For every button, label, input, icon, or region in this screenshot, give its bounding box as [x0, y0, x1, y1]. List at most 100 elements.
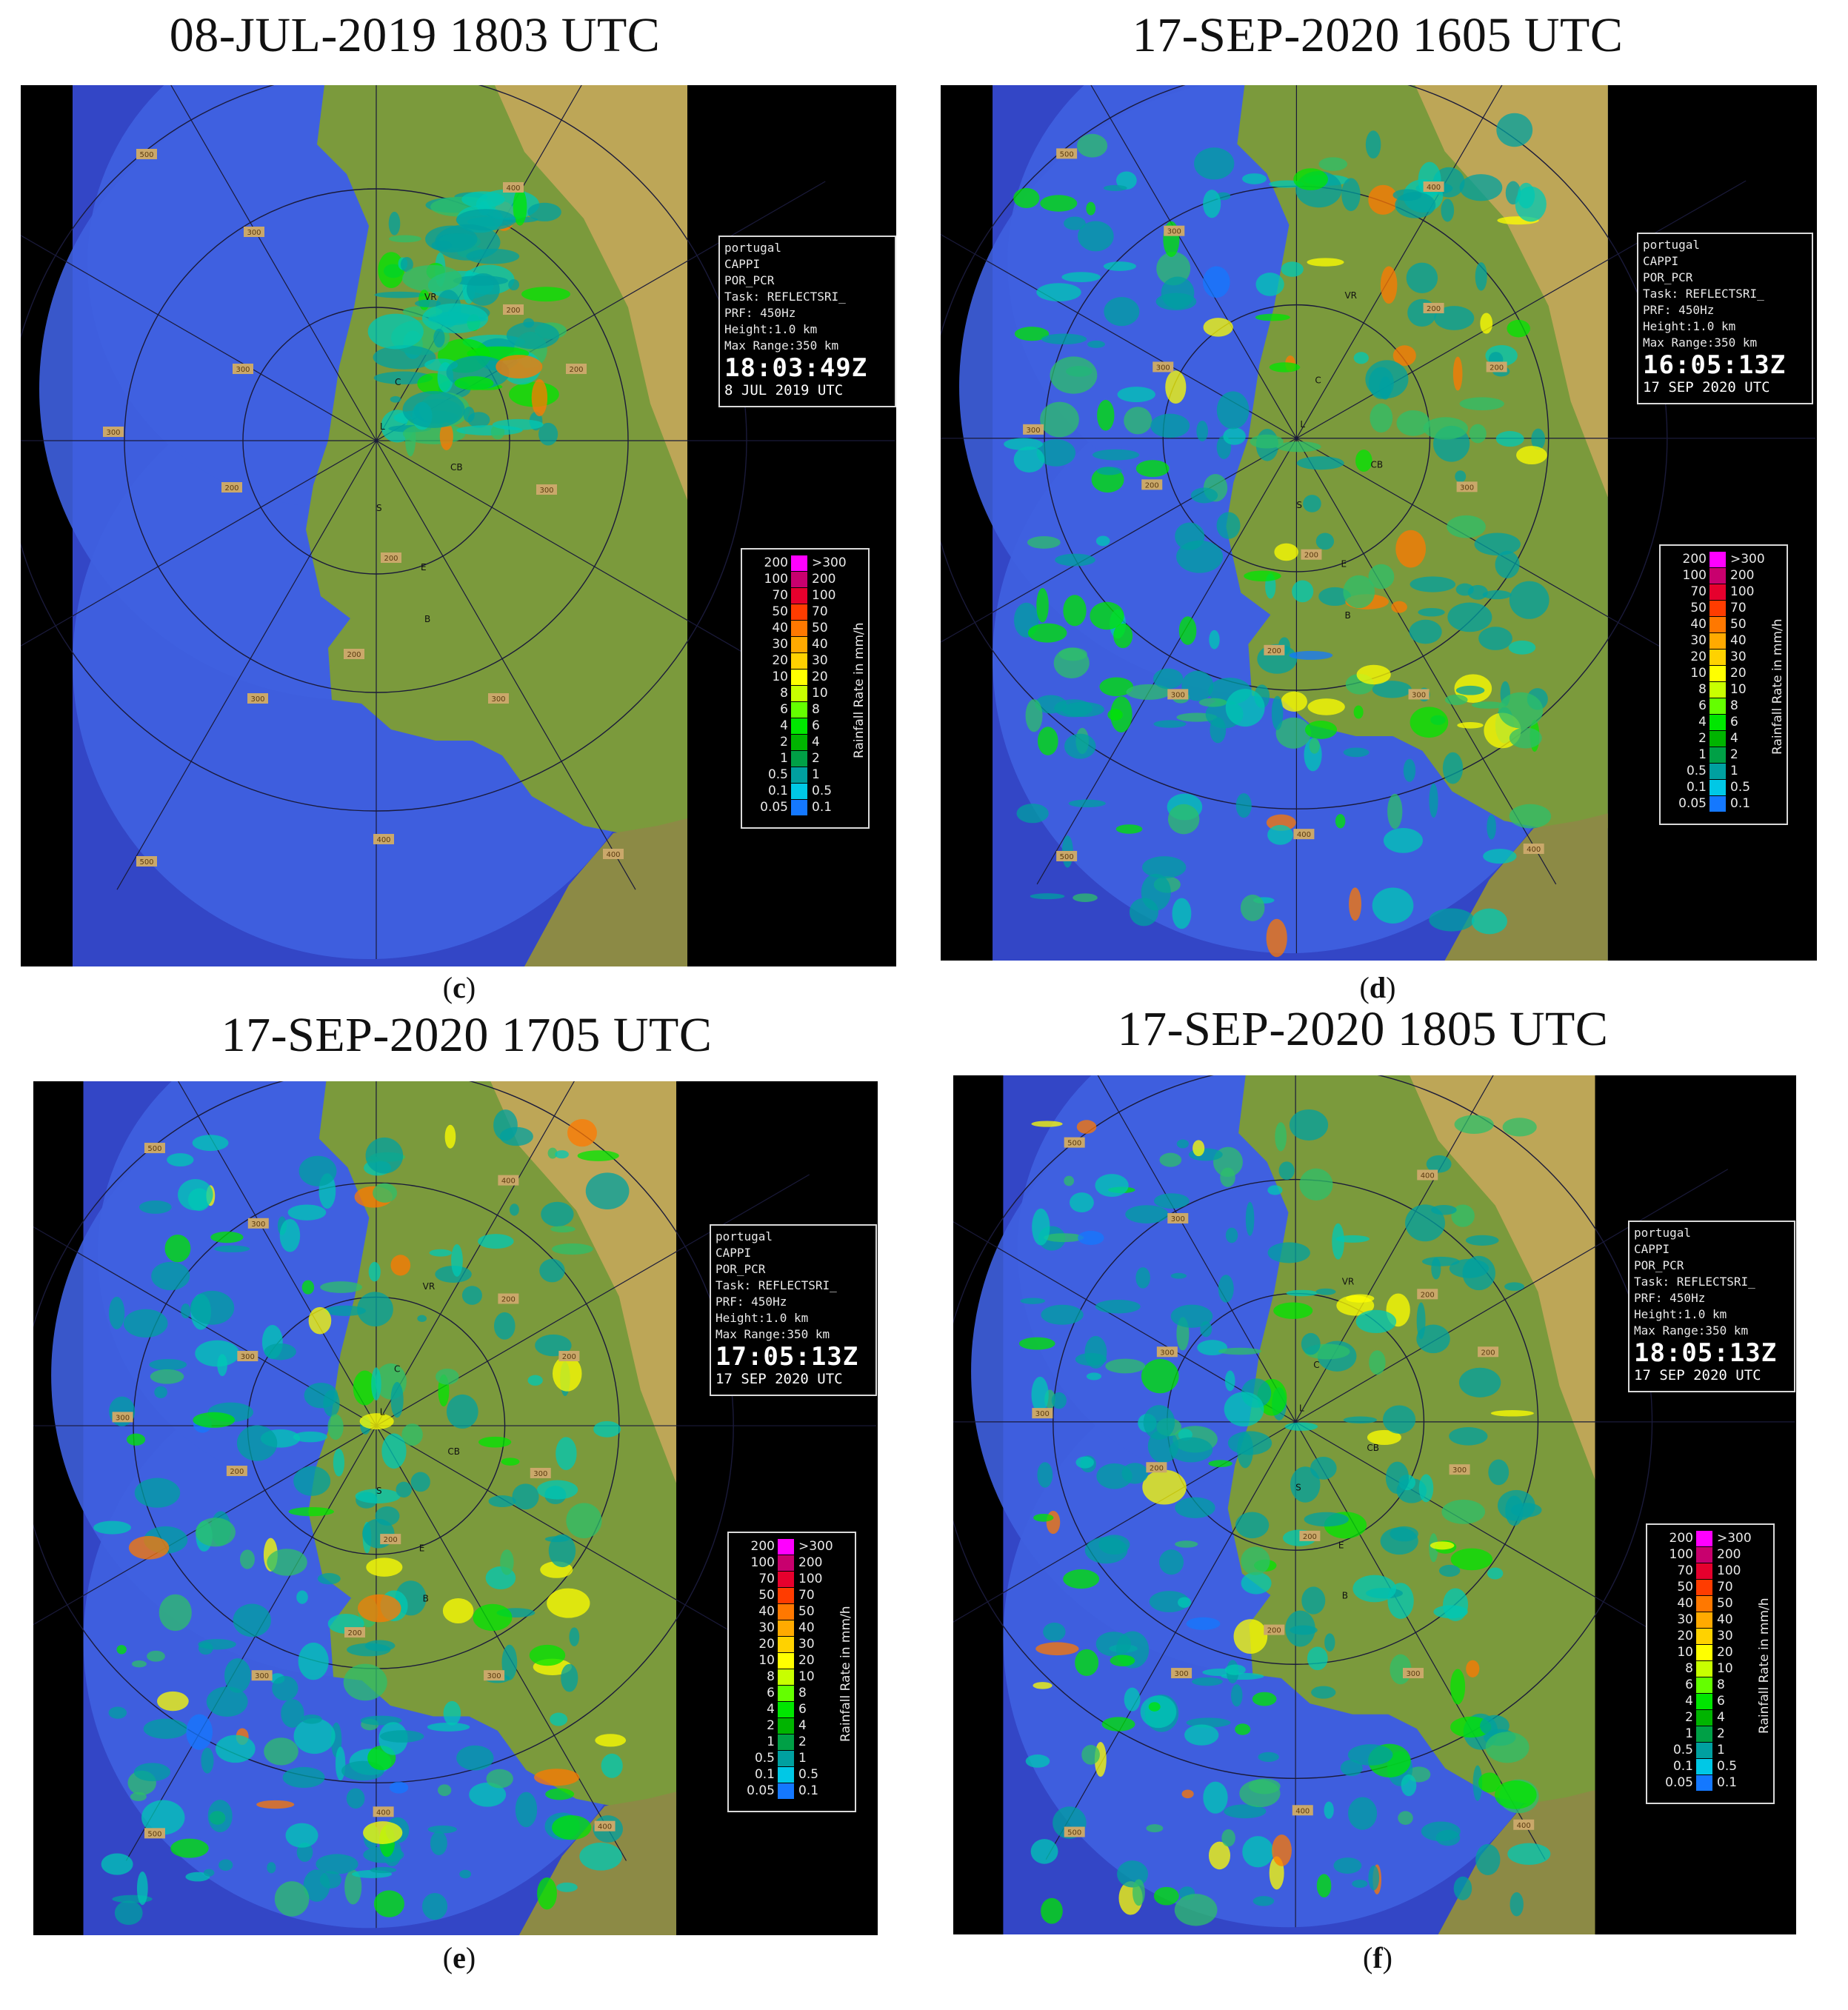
legend-swatch: [778, 1653, 794, 1669]
legend-swatch: [778, 1604, 794, 1620]
precipitation-echo: [1153, 668, 1184, 690]
precipitation-echo: [566, 1503, 602, 1539]
precipitation-echo: [1395, 530, 1427, 568]
precipitation-echo: [1225, 1227, 1238, 1243]
precipitation-echo: [1496, 113, 1533, 147]
precipitation-echo: [1409, 619, 1442, 644]
precipitation-echo: [1126, 684, 1171, 700]
precipitation-echo: [1387, 793, 1403, 829]
range-label: 200: [384, 1536, 398, 1544]
precipitation-echo: [1242, 1836, 1274, 1868]
legend-swatch: [1696, 1547, 1712, 1563]
legend-row: 50 70: [742, 604, 868, 620]
range-label: 200: [1427, 305, 1441, 313]
precipitation-echo: [1307, 258, 1344, 267]
rainfall-legend: 200 >300 100 200 70 100 50 70 40 50 30 40 20 30 10 20 8 1…: [1646, 1523, 1775, 1804]
place-label: L: [1299, 1403, 1304, 1413]
legend-lower-value: 8: [1685, 1661, 1693, 1676]
legend-row: 10 20: [1661, 666, 1787, 681]
precipitation-echo: [1142, 856, 1187, 878]
precipitation-echo: [1031, 1121, 1063, 1127]
precipitation-echo: [1348, 1797, 1378, 1830]
precipitation-echo: [359, 1413, 394, 1430]
precipitation-echo: [1410, 707, 1449, 738]
legend-lower-value: 200: [1682, 552, 1707, 567]
legend-upper-value: 10: [1730, 682, 1747, 697]
precipitation-echo: [1352, 1880, 1368, 1889]
precipitation-echo: [1225, 689, 1265, 727]
precipitation-echo: [1242, 173, 1267, 184]
precipitation-echo: [1148, 1702, 1161, 1712]
precipitation-echo: [1447, 602, 1492, 632]
legend-lower-value: 40: [758, 1604, 775, 1619]
precipitation-echo: [1383, 828, 1423, 853]
range-label-box: [1523, 844, 1544, 855]
precipitation-echo: [333, 1449, 345, 1477]
range-label-box: [1064, 1137, 1085, 1148]
precipitation-echo: [431, 240, 452, 250]
legend-lower-value: 70: [758, 1572, 775, 1586]
range-label: 300: [106, 429, 120, 437]
precipitation-echo: [1372, 887, 1414, 924]
radar-map: 500 400 300 200 300 200 300 200 300 400 500 200 300 4…: [33, 1081, 878, 1935]
precipitation-echo: [1441, 1499, 1486, 1524]
range-label: 300: [251, 1221, 265, 1229]
legend-row: 70 100: [729, 1572, 855, 1587]
precipitation-echo: [1275, 1122, 1287, 1152]
precipitation-echo: [456, 1745, 494, 1771]
legend-lower-value: 20: [1677, 1629, 1693, 1643]
precipitation-echo: [1455, 470, 1467, 483]
precipitation-echo: [473, 1603, 513, 1632]
precipitation-echo: [373, 1890, 404, 1917]
range-label-box: [344, 1627, 366, 1638]
precipitation-echo: [1368, 367, 1394, 399]
precipitation-echo: [1240, 894, 1265, 921]
legend-upper-value: 1: [798, 1751, 807, 1766]
precipitation-echo: [1070, 1192, 1094, 1213]
precipitation-echo: [1086, 1372, 1102, 1380]
precipitation-echo: [553, 1355, 582, 1392]
legend-unit-label: Rainfall Rate in mm/h: [852, 622, 867, 758]
range-label-box: [221, 482, 242, 493]
legend-swatch: [778, 1669, 794, 1685]
legend-upper-value: 100: [1730, 584, 1755, 599]
place-label: VR: [424, 292, 437, 302]
panel-caption: (c): [442, 971, 476, 1004]
precipitation-echo: [1061, 701, 1104, 718]
info-time: 18:03:49Z: [724, 353, 868, 383]
info-prf: PRF: 450Hz: [1643, 303, 1715, 317]
legend-swatch: [791, 784, 807, 799]
range-radial: [376, 1081, 575, 1426]
precipitation-echo: [381, 1433, 407, 1469]
legend-swatch: [778, 1718, 794, 1734]
legend-row: 10 20: [742, 670, 868, 685]
precipitation-echo: [401, 1423, 423, 1446]
precipitation-echo: [545, 1788, 575, 1800]
precipitation-echo: [123, 1309, 168, 1338]
legend-swatch: [791, 637, 807, 652]
range-label-box: [503, 304, 524, 315]
legend-row: 50 70: [1647, 1580, 1773, 1595]
range-label-box: [498, 1175, 519, 1186]
legend-lower-value: 1: [1685, 1726, 1693, 1741]
place-label: S: [376, 1486, 382, 1496]
precipitation-echo: [1343, 1416, 1378, 1424]
precipitation-echo: [1423, 417, 1468, 440]
precipitation-echo: [193, 1412, 236, 1428]
precipitation-echo: [1133, 1879, 1145, 1906]
precipitation-echo: [388, 211, 401, 236]
range-radial: [1045, 1421, 1296, 1860]
range-label: 200: [1421, 1291, 1435, 1299]
precipitation-echo: [298, 1642, 329, 1680]
precipitation-echo: [427, 1825, 457, 1834]
legend-swatch: [1696, 1775, 1712, 1791]
legend-upper-value: 200: [1730, 568, 1755, 583]
legend-swatch: [791, 718, 807, 734]
range-label-box: [226, 1466, 247, 1477]
legend-row: 50 70: [1661, 601, 1787, 616]
precipitation-echo: [141, 1800, 185, 1835]
legend-swatch: [1709, 650, 1726, 665]
